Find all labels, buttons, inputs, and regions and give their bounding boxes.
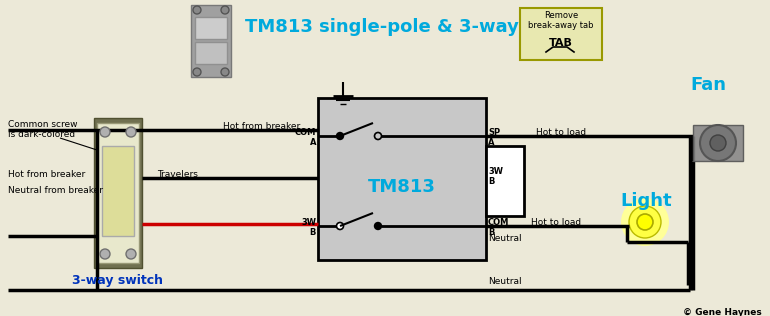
Circle shape xyxy=(100,127,110,137)
Text: Common screw
is dark-colored: Common screw is dark-colored xyxy=(8,120,78,139)
Text: Light: Light xyxy=(620,192,671,210)
Text: TM813: TM813 xyxy=(368,178,436,196)
Bar xyxy=(97,123,139,263)
Text: Hot from breaker: Hot from breaker xyxy=(223,122,300,131)
Bar xyxy=(195,17,227,39)
Circle shape xyxy=(126,249,136,259)
Circle shape xyxy=(221,68,229,76)
Circle shape xyxy=(621,198,669,246)
Bar xyxy=(94,118,142,268)
Bar xyxy=(520,8,602,60)
Text: SP
A: SP A xyxy=(488,128,500,147)
Text: Neutral: Neutral xyxy=(488,277,521,286)
Bar xyxy=(486,146,524,216)
Text: Remove
break-away tab: Remove break-away tab xyxy=(528,11,594,30)
Text: TAB: TAB xyxy=(549,38,573,48)
Circle shape xyxy=(126,127,136,137)
Circle shape xyxy=(637,214,653,230)
Text: 3W
B: 3W B xyxy=(301,218,316,237)
Text: Neutral: Neutral xyxy=(488,234,521,243)
Bar xyxy=(102,146,134,236)
Circle shape xyxy=(221,6,229,14)
Text: 3-way switch: 3-way switch xyxy=(72,274,163,287)
Text: COM
A: COM A xyxy=(295,128,316,147)
Text: COM
B: COM B xyxy=(488,218,510,237)
Text: © Gene Haynes: © Gene Haynes xyxy=(683,308,762,316)
Bar xyxy=(195,42,227,64)
Circle shape xyxy=(100,249,110,259)
Circle shape xyxy=(374,222,381,229)
Text: Hot to load: Hot to load xyxy=(536,128,586,137)
Circle shape xyxy=(193,6,201,14)
Circle shape xyxy=(336,132,343,139)
Text: Fan: Fan xyxy=(690,76,726,94)
Circle shape xyxy=(374,132,381,139)
Text: TM813 single-pole & 3-way: TM813 single-pole & 3-way xyxy=(245,18,519,36)
Text: Hot from breaker: Hot from breaker xyxy=(8,170,85,179)
Circle shape xyxy=(336,222,343,229)
Bar xyxy=(693,125,743,161)
Text: 3W
B: 3W B xyxy=(488,167,503,186)
Bar xyxy=(191,5,231,77)
Circle shape xyxy=(629,206,661,238)
Text: Hot to load: Hot to load xyxy=(531,218,581,227)
Circle shape xyxy=(193,68,201,76)
Circle shape xyxy=(710,135,726,151)
Text: Travelers: Travelers xyxy=(157,170,198,179)
Circle shape xyxy=(700,125,736,161)
Text: Neutral from breaker: Neutral from breaker xyxy=(8,186,103,195)
Bar xyxy=(318,98,486,260)
